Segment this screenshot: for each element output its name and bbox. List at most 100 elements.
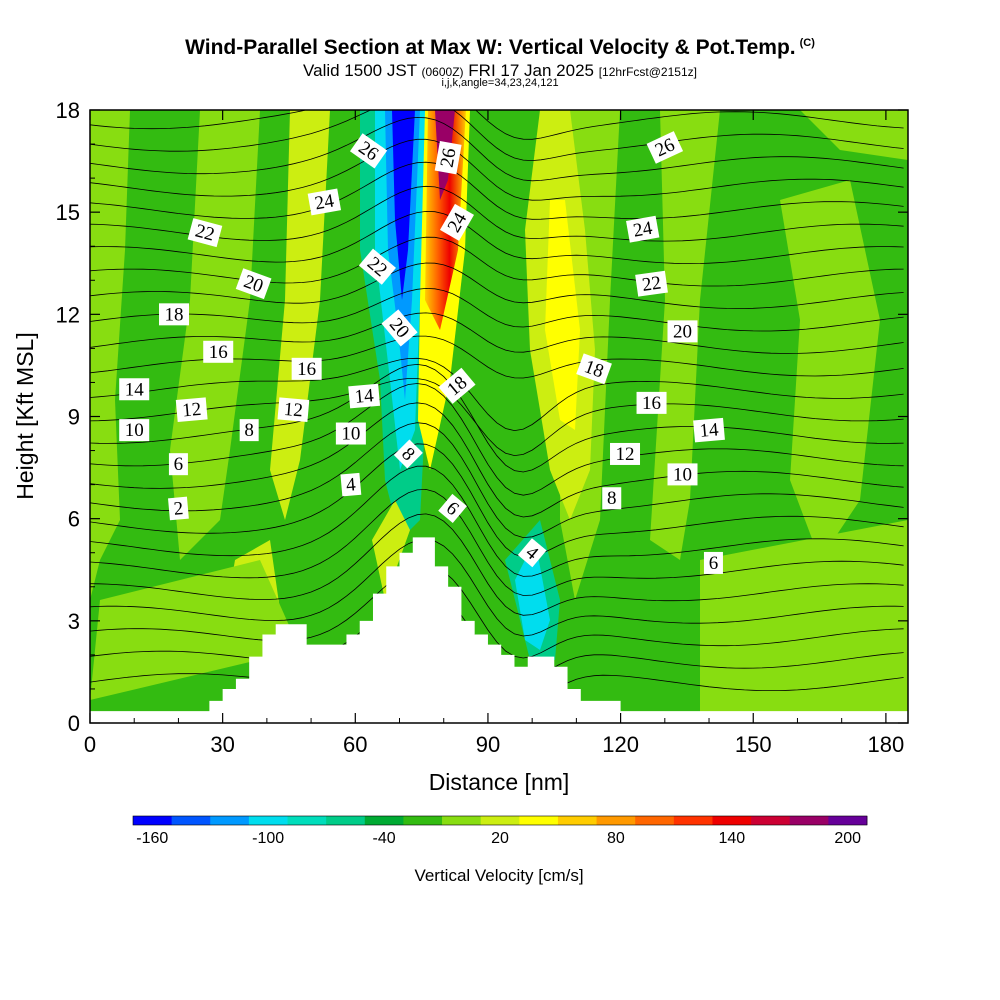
theta-contour-line: [90, 465, 904, 577]
contour-label: 24: [307, 188, 342, 216]
contour-label: 12: [277, 397, 310, 422]
x-tick-label: 0: [84, 732, 96, 757]
x-axis-title: Distance [nm]: [429, 769, 570, 795]
contour-label-box: [175, 397, 208, 422]
contour-label-box: [349, 133, 388, 169]
contour-label-box: [203, 340, 234, 363]
y-tick-label: 0: [68, 711, 80, 736]
contour-label-text: 16: [642, 393, 661, 414]
contour-label-text: 18: [165, 304, 184, 325]
y-axis: 0 3 6 9 12 15 18: [56, 98, 908, 736]
contour-label: 8: [602, 487, 622, 510]
contour-label: 4: [340, 472, 362, 497]
contour-label: 8: [239, 419, 259, 442]
contour-label: 8: [393, 439, 423, 469]
theta-contour-line: [90, 185, 904, 242]
contour-label-text: 4: [345, 474, 357, 496]
contour-label-box: [168, 496, 189, 521]
colorbar-swatch: [133, 816, 173, 825]
theta-contour-line: [90, 513, 904, 616]
contour-label-box: [381, 309, 418, 347]
forecast-info: [12hrFcst@2151z]: [598, 65, 697, 79]
contour-label-text: 8: [607, 488, 617, 509]
colorbar-swatch: [442, 816, 482, 825]
contour-label: 24: [626, 215, 660, 243]
colorbar-swatch: [596, 816, 636, 825]
w-band-west2: [170, 110, 260, 560]
colorbar-frame: [132, 815, 868, 826]
contour-label: 14: [348, 383, 381, 409]
contour-label: 14: [119, 378, 150, 401]
valid-prefix: Valid 1500 JST: [303, 61, 417, 80]
colorbar-title: Vertical Velocity [cm/s]: [414, 866, 583, 885]
chart-title-text: Wind-Parallel Section at Max W: Vertical…: [185, 36, 796, 59]
contour-label-box: [667, 463, 698, 486]
contour-label-box: [602, 487, 622, 510]
y-tick-label: 18: [56, 98, 80, 123]
w-band-west: [90, 110, 130, 600]
x-axis: 0 30 60 90 120 150 180: [84, 110, 904, 757]
theta-contour-line: [90, 422, 904, 539]
contour-label-box: [434, 140, 462, 175]
contour-label: 14: [693, 417, 725, 443]
contour-label-text: 12: [283, 399, 304, 422]
contour-label: 18: [159, 303, 190, 326]
contour-label: 10: [119, 419, 150, 442]
valid-zulu: (0600Z): [421, 65, 464, 79]
valid-time-line: Valid 1500 JST (0600Z) FRI 17 Jan 2025 […: [0, 61, 1000, 81]
theta-contour-line: [90, 443, 904, 558]
colorbar-label: -100: [252, 830, 284, 847]
contour-label-box: [340, 472, 362, 497]
contour-label-text: 12: [616, 444, 635, 465]
contour-label-box: [635, 270, 668, 297]
x-tick-label: 60: [343, 732, 367, 757]
contour-label: 4: [517, 538, 547, 568]
theta-contour-line: [90, 312, 904, 354]
contour-label-box: [610, 442, 641, 465]
x-tick-label: 180: [868, 732, 905, 757]
colorbar-swatch: [828, 816, 868, 825]
colorbar-label: 80: [607, 830, 625, 847]
colorbar-swatch: [673, 816, 713, 825]
colorbar-swatch: [326, 816, 366, 825]
colorbar-swatch: [287, 816, 327, 825]
contour-label-box: [291, 357, 322, 380]
colorbar-label: 20: [491, 830, 509, 847]
contour-label: 26: [434, 140, 462, 175]
contour-label: 16: [291, 357, 322, 380]
contour-label-box: [335, 422, 366, 445]
w-band-top-east: [800, 110, 908, 160]
theta-contour-line: [90, 262, 904, 309]
contour-label: 16: [203, 340, 234, 363]
colorbar-swatch: [364, 816, 404, 825]
contour-label-box: [636, 391, 667, 414]
theta-contour-line: [90, 564, 904, 659]
colorbar-swatch: [789, 816, 829, 825]
y-tick-label: 6: [68, 507, 80, 532]
contour-label-text: 2: [173, 498, 184, 520]
colorbar-label: -40: [373, 830, 396, 847]
theta-contour-line: [90, 161, 904, 220]
theta-contour-line: [90, 378, 904, 457]
contour-label-box: [348, 383, 381, 409]
contour-label-text: 14: [699, 419, 720, 442]
contour-label-box: [307, 188, 342, 216]
contour-label-text: 10: [673, 464, 692, 485]
contour-label: 12: [610, 442, 641, 465]
contour-label-box: [703, 551, 723, 574]
theta-contour-line: [90, 110, 904, 140]
terrain: [90, 537, 908, 723]
contour-label-box: [439, 203, 475, 241]
w-downdraft-core: [392, 110, 415, 300]
y-tick-label: 3: [68, 609, 80, 634]
contour-label-text: 26: [437, 147, 461, 169]
contour-label-box: [626, 215, 660, 243]
contour-label: 12: [175, 397, 208, 422]
colorbar-swatch: [248, 816, 288, 825]
contour-label: 20: [667, 320, 698, 343]
y-tick-label: 9: [68, 405, 80, 430]
theta-contour-line: [90, 287, 904, 332]
section-params: i,j,k,angle=34,23,24,121: [441, 77, 559, 89]
contour-label: 6: [438, 493, 467, 523]
